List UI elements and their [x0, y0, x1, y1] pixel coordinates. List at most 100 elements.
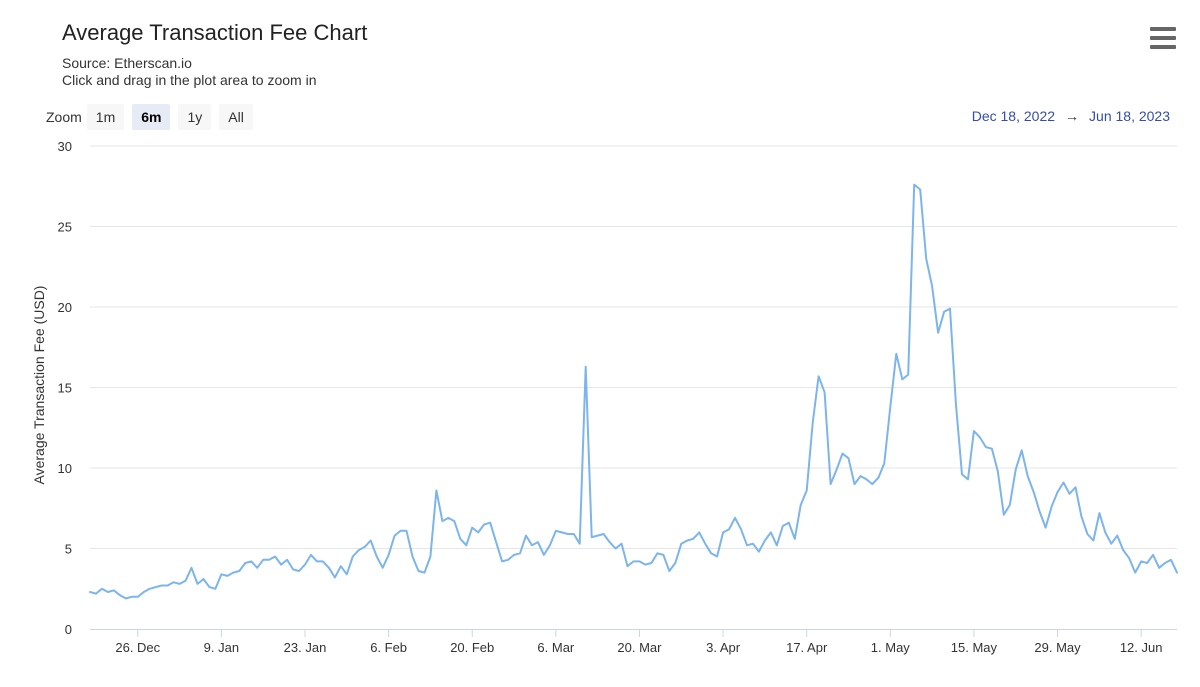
data-point — [1057, 491, 1059, 493]
data-point — [489, 522, 491, 524]
data-point — [465, 544, 467, 546]
data-point — [382, 567, 384, 569]
data-point — [818, 375, 820, 377]
data-point — [1051, 506, 1053, 508]
data-point — [519, 552, 521, 554]
x-tick-label: 1. May — [871, 640, 911, 655]
data-point — [531, 544, 533, 546]
data-point — [770, 531, 772, 533]
data-point — [949, 308, 951, 310]
data-point — [615, 548, 617, 550]
data-point — [1140, 560, 1142, 562]
data-point — [418, 570, 420, 572]
y-tick-label: 20 — [58, 300, 72, 315]
data-point — [710, 552, 712, 554]
data-point — [913, 184, 915, 186]
data-point — [262, 559, 264, 561]
zoom-button-1y[interactable]: 1y — [178, 104, 212, 130]
data-point — [483, 523, 485, 525]
data-point — [937, 332, 939, 334]
data-point — [107, 591, 109, 593]
data-point — [453, 520, 455, 522]
zoom-button-1m[interactable]: 1m — [86, 104, 125, 130]
y-tick-label: 15 — [58, 381, 72, 396]
data-point — [155, 586, 157, 588]
x-tick-label: 17. Apr — [786, 640, 828, 655]
series-line — [89, 183, 1178, 600]
data-point — [549, 544, 551, 546]
data-point — [692, 538, 694, 540]
data-point — [991, 448, 993, 450]
data-point — [1134, 572, 1136, 574]
data-point — [89, 591, 91, 593]
data-point — [525, 535, 527, 537]
data-point — [1098, 512, 1100, 514]
chart-title: Average Transaction Fee Chart — [62, 20, 368, 45]
x-tick-label: 6. Feb — [370, 640, 407, 655]
data-point — [812, 422, 814, 424]
data-point — [441, 520, 443, 522]
data-point — [555, 530, 557, 532]
data-point — [1003, 514, 1005, 516]
data-point — [561, 531, 563, 533]
data-point — [997, 470, 999, 472]
data-point — [943, 311, 945, 313]
data-point — [686, 540, 688, 542]
data-point — [244, 562, 246, 564]
zoom-button-6m[interactable]: 6m — [132, 104, 171, 130]
data-point — [495, 541, 497, 543]
data-point — [334, 577, 336, 579]
data-point — [836, 469, 838, 471]
hamburger-menu-icon[interactable] — [1150, 27, 1176, 49]
data-point — [274, 556, 276, 558]
data-point — [209, 586, 211, 588]
data-point — [316, 560, 318, 562]
data-point — [298, 570, 300, 572]
data-point — [113, 589, 115, 591]
data-point — [400, 530, 402, 532]
zoom-button-all[interactable]: All — [219, 104, 253, 130]
data-point — [1027, 475, 1029, 477]
data-point — [406, 530, 408, 532]
data-point — [961, 473, 963, 475]
data-point — [292, 568, 294, 570]
data-point — [1086, 533, 1088, 535]
data-point — [435, 490, 437, 492]
data-point — [734, 517, 736, 519]
data-point — [728, 528, 730, 530]
data-point — [1158, 567, 1160, 569]
data-point — [346, 573, 348, 575]
data-point — [722, 531, 724, 533]
x-tick-label: 12. Jun — [1120, 640, 1163, 655]
y-tick-label: 25 — [58, 220, 72, 235]
data-point — [662, 554, 664, 556]
data-point — [800, 504, 802, 506]
data-point — [543, 554, 545, 556]
data-point — [925, 258, 927, 260]
x-tick-label: 26. Dec — [115, 640, 160, 655]
data-point — [214, 588, 216, 590]
x-tick-label: 15. May — [951, 640, 998, 655]
data-point — [358, 549, 360, 551]
y-tick-label: 10 — [58, 461, 72, 476]
data-point — [1104, 531, 1106, 533]
data-point — [830, 483, 832, 485]
data-point — [471, 527, 473, 529]
data-point — [603, 533, 605, 535]
range-from-date[interactable]: Dec 18, 2022 — [971, 108, 1056, 124]
range-to-date[interactable]: Jun 18, 2023 — [1089, 108, 1170, 124]
data-point — [1092, 540, 1094, 542]
data-point — [537, 541, 539, 543]
data-point — [322, 560, 324, 562]
data-point — [286, 559, 288, 561]
data-point — [674, 562, 676, 564]
data-point — [101, 588, 103, 590]
data-point — [250, 560, 252, 562]
data-point — [167, 585, 169, 587]
data-point — [304, 564, 306, 566]
data-point — [477, 531, 479, 533]
data-point — [95, 593, 97, 595]
data-point — [1122, 549, 1124, 551]
data-point — [1021, 449, 1023, 451]
